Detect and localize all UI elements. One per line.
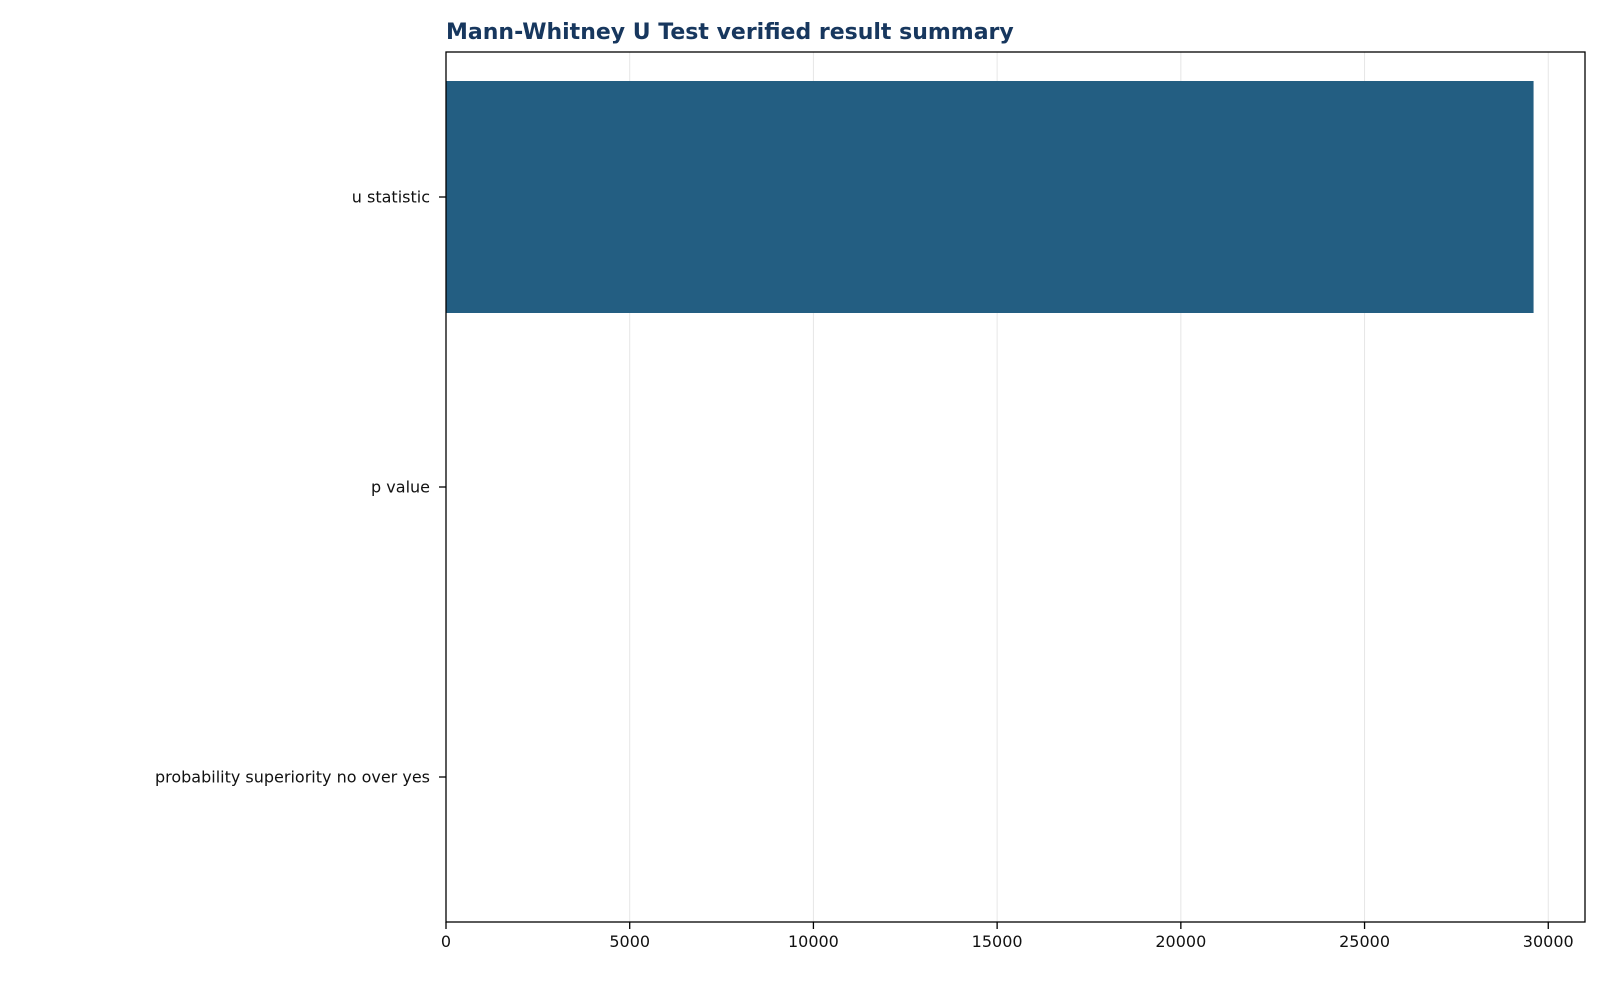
y-axis-ticks: u statistic p value probability superiorit… bbox=[155, 188, 446, 787]
y-tick-label: probability superiority no over yes bbox=[155, 768, 430, 787]
x-tick-label: 0 bbox=[441, 932, 451, 951]
bar bbox=[446, 81, 1534, 313]
x-tick-label: 10000 bbox=[788, 932, 839, 951]
x-axis-ticks: 0 5000 10000 15000 20000 25000 30000 bbox=[441, 922, 1574, 951]
bars bbox=[446, 81, 1534, 893]
x-tick-label: 5000 bbox=[609, 932, 650, 951]
x-tick-label: 20000 bbox=[1155, 932, 1206, 951]
x-tick-label: 15000 bbox=[972, 932, 1023, 951]
y-tick-label: p value bbox=[371, 478, 430, 497]
chart-title: Mann-Whitney U Test verified result summ… bbox=[446, 20, 1014, 45]
y-tick-label: u statistic bbox=[352, 188, 430, 207]
x-tick-label: 30000 bbox=[1523, 932, 1574, 951]
x-tick-label: 25000 bbox=[1339, 932, 1390, 951]
